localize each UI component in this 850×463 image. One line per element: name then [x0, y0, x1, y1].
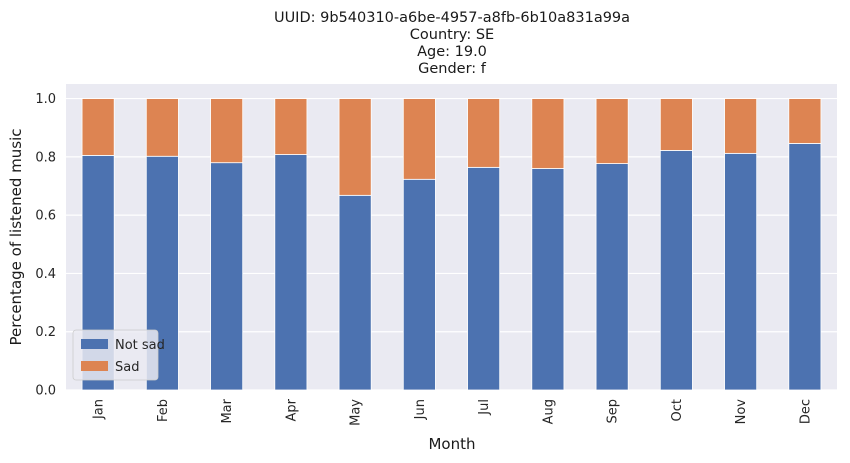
chart-title-line-country: Country: SE: [410, 27, 494, 43]
x-tick-label: Jun: [413, 399, 428, 420]
bar-not-sad-mar: [210, 162, 244, 391]
chart-title: UUID: 9b540310-a6be-4957-a8fb-6b10a831a9…: [274, 10, 630, 77]
bar-sad-mar: [210, 98, 244, 164]
bar-not-sad-sep: [595, 163, 629, 391]
bar-sad-may: [338, 98, 372, 196]
legend: Not sad Sad: [72, 329, 165, 381]
chart-title-line-gender: Gender: f: [418, 61, 487, 77]
bar-not-sad-jul: [467, 166, 501, 391]
bar-sad-jul: [467, 98, 501, 168]
x-tick-label: Jul: [477, 399, 492, 416]
y-tick-label: 0.6: [35, 209, 56, 224]
y-tick-label: 0.4: [35, 267, 56, 282]
legend-label: Sad: [115, 360, 139, 375]
bar-not-sad-dec: [788, 143, 822, 391]
bar-sad-feb: [145, 98, 179, 157]
x-tick-labels: Jan Feb Mar Apr May Jun Jul Aug Sep Oct Nov Dec: [92, 398, 814, 426]
bar-sad-nov: [724, 98, 758, 154]
y-tick-label: 0.8: [35, 150, 56, 165]
bar-sad-dec: [788, 98, 822, 144]
x-tick-label: Aug: [541, 399, 556, 424]
y-tick-label: 0.0: [35, 384, 56, 399]
bars-group: [81, 98, 822, 391]
plot-area: [66, 84, 837, 390]
y-axis-label: Percentage of listened music: [7, 128, 25, 345]
x-tick-label: Nov: [734, 399, 749, 425]
bar-not-sad-nov: [724, 152, 758, 391]
legend-swatch-not-sad: [81, 339, 108, 349]
legend-swatch-sad: [81, 361, 108, 371]
bar-sad-oct: [659, 98, 693, 151]
x-tick-label: Sep: [606, 399, 621, 424]
x-tick-label: Dec: [798, 399, 813, 424]
legend-label: Not sad: [115, 338, 165, 353]
y-tick-label: 1.0: [35, 92, 56, 107]
bar-not-sad-may: [338, 194, 372, 391]
bar-sad-jun: [402, 98, 436, 180]
y-tick-label: 0.2: [35, 325, 56, 340]
x-tick-label: Feb: [156, 399, 171, 422]
x-tick-label: Mar: [220, 398, 235, 423]
x-tick-label: May: [349, 399, 364, 426]
grid-lines: [66, 97, 837, 391]
x-tick-label: Oct: [670, 399, 685, 421]
bar-not-sad-oct: [659, 150, 693, 391]
bar-sad-apr: [274, 98, 308, 155]
x-tick-label: Apr: [284, 398, 299, 421]
bar-not-sad-aug: [531, 168, 565, 391]
bar-sad-sep: [595, 98, 629, 164]
bar-sad-aug: [531, 98, 565, 169]
chart-title-line-age: Age: 19.0: [417, 44, 487, 60]
y-tick-labels: 0.0 0.2 0.4 0.6 0.8 1.0: [35, 92, 56, 398]
bar-not-sad-apr: [274, 154, 308, 391]
chart-title-line-uuid: UUID: 9b540310-a6be-4957-a8fb-6b10a831a9…: [274, 10, 630, 26]
bar-not-sad-jun: [402, 178, 436, 391]
x-axis-label: Month: [428, 435, 475, 453]
x-tick-label: Jan: [92, 399, 107, 420]
bar-sad-jan: [81, 98, 115, 156]
